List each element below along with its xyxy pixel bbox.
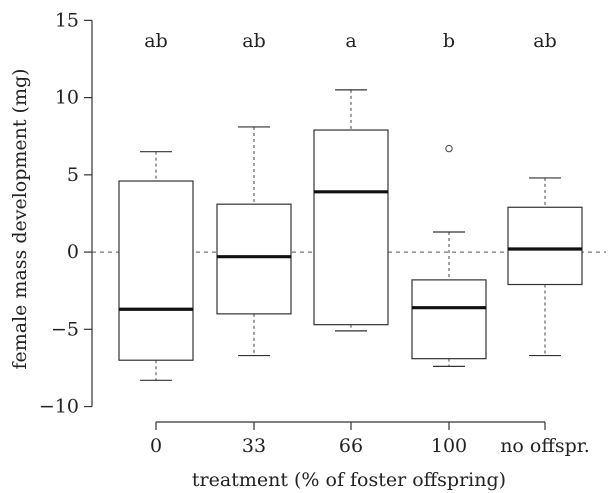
box-iqr bbox=[216, 203, 292, 315]
box-iqr bbox=[313, 129, 389, 326]
x-tick-label: 33 bbox=[242, 435, 266, 457]
significance-letter: ab bbox=[144, 30, 168, 52]
significance-letter: ab bbox=[242, 30, 266, 52]
box-iqr bbox=[507, 206, 583, 286]
x-axis: 0 33 66 100 no offspr. bbox=[150, 421, 590, 457]
box-3 bbox=[313, 89, 389, 332]
x-tick-label: 66 bbox=[339, 435, 363, 457]
y-tick-label: 10 bbox=[55, 87, 79, 109]
y-axis-label: female mass development (mg) bbox=[9, 68, 31, 369]
box-1 bbox=[118, 151, 194, 381]
y-tick-label: 0 bbox=[67, 241, 79, 263]
significance-letters: ab ab a b ab bbox=[144, 30, 557, 52]
outlier-point bbox=[445, 144, 453, 153]
y-tick-label: −10 bbox=[39, 396, 79, 418]
significance-letter: b bbox=[443, 30, 455, 52]
box-iqr bbox=[118, 180, 194, 361]
x-tick-label: 0 bbox=[150, 435, 162, 457]
x-tick-label: 100 bbox=[431, 435, 467, 457]
box-2 bbox=[216, 126, 292, 357]
y-axis: −10 −5 0 5 10 15 bbox=[39, 9, 93, 418]
boxes-group bbox=[118, 89, 583, 381]
box-5 bbox=[507, 177, 583, 357]
y-tick-label: 5 bbox=[67, 164, 79, 186]
x-tick-label: no offspr. bbox=[500, 435, 590, 457]
y-tick-label: 15 bbox=[55, 9, 79, 31]
x-axis-label: treatment (% of foster offspring) bbox=[192, 469, 506, 491]
box-iqr bbox=[411, 279, 487, 360]
significance-letter: a bbox=[345, 30, 356, 52]
y-tick-label: −5 bbox=[51, 318, 79, 340]
box-4 bbox=[411, 144, 487, 367]
significance-letter: ab bbox=[533, 30, 557, 52]
